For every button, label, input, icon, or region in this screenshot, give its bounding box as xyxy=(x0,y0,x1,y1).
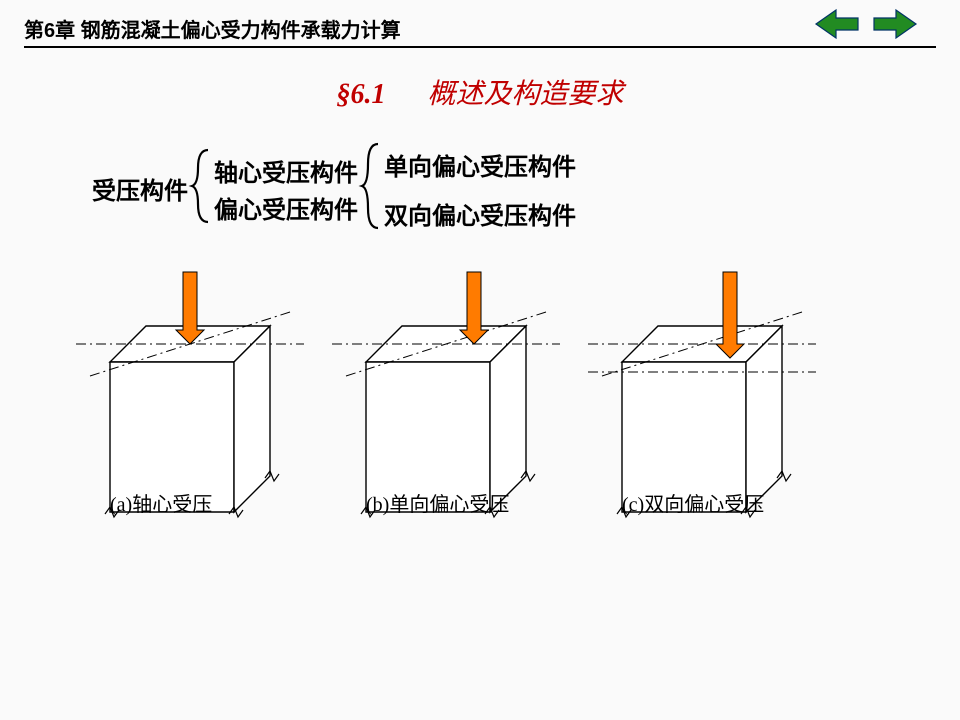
classification-block: 受压构件 轴心受压构件 偏心受压构件 单向偏心受压构件 双向偏心受压构件 xyxy=(92,140,576,237)
arrow-left-icon xyxy=(814,8,860,40)
arrow-right-icon xyxy=(872,8,918,40)
figure-caption: (c)双向偏心受压 xyxy=(622,488,764,517)
chapter-heading: 第6章 钢筋混凝土偏心受力构件承载力计算 xyxy=(24,14,401,43)
nav-next[interactable] xyxy=(872,8,918,40)
brace-icon xyxy=(358,140,384,237)
brace-icon xyxy=(188,146,214,231)
section-name: 概述及构造要求 xyxy=(427,79,623,110)
class-root: 受压构件 xyxy=(92,171,188,206)
nav-prev[interactable] xyxy=(814,8,860,40)
section-title: §6.1 概述及构造要求 xyxy=(0,72,960,112)
class-l1-1: 偏心受压构件 xyxy=(214,190,358,225)
class-l2-0: 单向偏心受压构件 xyxy=(384,147,576,182)
section-number: §6.1 xyxy=(336,79,385,110)
class-l2-1: 双向偏心受压构件 xyxy=(384,196,576,231)
class-l1-0: 轴心受压构件 xyxy=(214,153,358,188)
figure-caption: (b)单向偏心受压 xyxy=(366,488,509,517)
header-rule xyxy=(24,46,936,48)
figure-caption: (a)轴心受压 xyxy=(110,488,212,517)
